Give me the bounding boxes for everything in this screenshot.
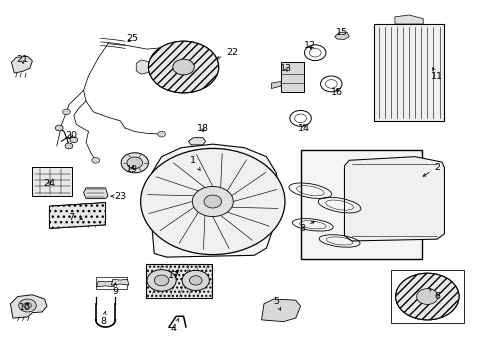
Text: 5: 5 bbox=[273, 297, 280, 310]
Circle shape bbox=[189, 276, 202, 285]
Text: 16: 16 bbox=[330, 87, 343, 96]
Circle shape bbox=[70, 137, 78, 143]
Text: 23: 23 bbox=[111, 192, 126, 201]
Text: 10: 10 bbox=[19, 303, 31, 312]
Text: 2: 2 bbox=[422, 163, 439, 176]
Circle shape bbox=[141, 148, 285, 255]
Circle shape bbox=[158, 131, 165, 137]
Text: 22: 22 bbox=[216, 48, 238, 59]
Text: 3: 3 bbox=[298, 221, 314, 233]
Bar bbox=[32, 167, 72, 196]
Circle shape bbox=[192, 186, 233, 217]
Text: 20: 20 bbox=[65, 131, 77, 140]
Bar bbox=[281, 62, 304, 92]
Polygon shape bbox=[11, 56, 32, 73]
Circle shape bbox=[62, 109, 70, 115]
Circle shape bbox=[182, 270, 209, 291]
Circle shape bbox=[147, 270, 176, 291]
Text: 6: 6 bbox=[428, 288, 439, 301]
Circle shape bbox=[148, 41, 218, 93]
Circle shape bbox=[23, 303, 31, 309]
Text: 13: 13 bbox=[279, 64, 291, 73]
Text: 1: 1 bbox=[190, 156, 200, 170]
Text: 15: 15 bbox=[335, 28, 347, 37]
Bar bbox=[96, 277, 127, 289]
Bar bbox=[300, 149, 421, 259]
Polygon shape bbox=[136, 60, 148, 74]
Text: 17: 17 bbox=[167, 270, 180, 279]
Polygon shape bbox=[144, 144, 281, 257]
Polygon shape bbox=[271, 81, 281, 89]
Polygon shape bbox=[261, 299, 300, 321]
Circle shape bbox=[92, 157, 100, 163]
Circle shape bbox=[416, 289, 437, 305]
Circle shape bbox=[203, 195, 221, 208]
Text: 24: 24 bbox=[43, 179, 55, 188]
Text: 19: 19 bbox=[126, 165, 138, 174]
FancyBboxPatch shape bbox=[145, 264, 211, 298]
Text: 21: 21 bbox=[17, 55, 29, 64]
Polygon shape bbox=[394, 15, 422, 24]
Circle shape bbox=[148, 41, 218, 93]
Polygon shape bbox=[10, 295, 47, 318]
Text: 8: 8 bbox=[100, 311, 106, 326]
Circle shape bbox=[121, 153, 148, 173]
Text: 4: 4 bbox=[170, 319, 178, 333]
Text: 18: 18 bbox=[197, 123, 209, 132]
Circle shape bbox=[395, 273, 458, 320]
Text: 11: 11 bbox=[430, 68, 442, 81]
Text: 12: 12 bbox=[304, 41, 316, 50]
Polygon shape bbox=[188, 138, 205, 145]
Bar bbox=[390, 270, 463, 323]
Text: 9: 9 bbox=[112, 283, 118, 296]
Circle shape bbox=[65, 143, 73, 149]
Circle shape bbox=[55, 125, 63, 131]
Circle shape bbox=[172, 59, 194, 75]
Polygon shape bbox=[97, 281, 114, 287]
Polygon shape bbox=[334, 32, 348, 40]
Text: 25: 25 bbox=[126, 34, 138, 43]
Polygon shape bbox=[83, 188, 108, 199]
Circle shape bbox=[127, 157, 142, 168]
Text: 14: 14 bbox=[297, 123, 309, 132]
Bar bbox=[373, 24, 444, 121]
Polygon shape bbox=[344, 157, 444, 241]
Circle shape bbox=[19, 299, 36, 312]
Polygon shape bbox=[111, 279, 129, 285]
Polygon shape bbox=[49, 203, 105, 228]
Polygon shape bbox=[49, 203, 105, 228]
Circle shape bbox=[395, 273, 458, 320]
Circle shape bbox=[154, 275, 168, 286]
Text: 7: 7 bbox=[68, 213, 82, 222]
